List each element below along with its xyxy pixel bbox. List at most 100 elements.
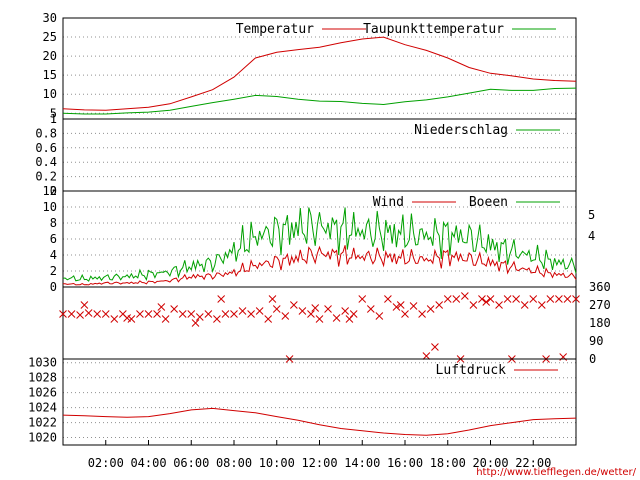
wind-direction-point: [431, 343, 439, 351]
wind-direction-point: [520, 301, 529, 309]
wind-direction-point: [418, 310, 426, 318]
wind-direction-point: [349, 310, 358, 318]
y-tick-label: 0.4: [35, 155, 57, 169]
wind-direction-point: [512, 295, 521, 303]
y-tick-label: 15: [43, 68, 57, 82]
wind-direction-point: [144, 310, 153, 318]
wind-direction-point: [230, 310, 238, 318]
x-tick-label: 12:00: [301, 456, 337, 470]
wind-direction-point: [443, 295, 452, 303]
wind-direction-point: [478, 295, 486, 303]
y-tick-label: 12: [43, 184, 57, 198]
y-tick-label: 0: [50, 280, 57, 294]
wind-direction-point: [272, 305, 281, 313]
wind-direction-point: [460, 292, 469, 300]
wind-direction-point: [217, 295, 226, 303]
wind-direction-point: [537, 301, 546, 309]
x-tick-label: 08:00: [216, 456, 252, 470]
wind-direction-point: [332, 314, 341, 322]
wind-direction-point: [170, 305, 179, 313]
wind-direction-point: [247, 310, 255, 318]
y-tick-label: 20: [43, 49, 57, 63]
x-tick-label: 02:00: [88, 456, 124, 470]
wind-direction-point: [110, 315, 119, 323]
x-tick-label: 14:00: [344, 456, 380, 470]
wind-direction-point: [341, 307, 350, 315]
wind-direction-point: [409, 302, 418, 310]
wind-direction-point: [469, 301, 478, 309]
wind-direction-point: [358, 295, 367, 303]
y-tick-label: 0.2: [35, 170, 57, 184]
wind-direction-point: [191, 319, 200, 327]
wind-direction-point: [311, 304, 320, 312]
legend-label: Temperatur: [236, 22, 314, 37]
wind-direction-point: [435, 301, 444, 309]
legend-label: Wind: [373, 195, 404, 210]
wind-direction-point: [221, 310, 230, 318]
wind-direction-point: [482, 298, 491, 306]
wind-direction-point: [396, 301, 405, 309]
wind-direction-point: [555, 295, 563, 303]
x-tick-label: 16:00: [387, 456, 423, 470]
wind-direction-point: [503, 295, 512, 303]
y-tick-label: 10: [43, 200, 57, 214]
x-tick-label: 18:00: [430, 456, 466, 470]
y-tick-label: 90: [589, 334, 603, 348]
wind-direction-point: [204, 310, 213, 318]
y-tick-label: 0: [50, 184, 57, 198]
pressure-frame: [62, 358, 577, 446]
y-tick-label: 30: [43, 11, 57, 25]
wind-direction-point: [315, 315, 324, 323]
wind-direction-point: [59, 310, 67, 318]
wind-direction-point: [486, 295, 495, 303]
wind-direction-point: [213, 315, 221, 323]
y-tick-label: 180: [589, 316, 611, 330]
y-tick-label: 1024: [28, 401, 57, 415]
wind-direction-point: [384, 295, 392, 303]
legend-label: Boeen: [469, 195, 508, 210]
wind-direction-point: [255, 307, 264, 315]
precipitation-panel: 00.20.40.60.81 Niederschlag: [35, 112, 577, 198]
wind-direction-point: [123, 314, 131, 322]
wind-direction-point: [80, 301, 89, 309]
wind_direction-frame: [62, 286, 577, 360]
series-line-temperatur: [62, 36, 577, 111]
wind-direction-point: [572, 295, 580, 303]
wind-direction-point: [452, 295, 461, 303]
wind-direction-point: [324, 305, 332, 313]
x-tick-label: 22:00: [515, 456, 551, 470]
legend-label: Taupunkttemperatur: [363, 22, 504, 37]
wind-direction-point: [392, 303, 401, 311]
wind-direction-point: [495, 301, 503, 309]
y-tick-label: 10: [43, 87, 57, 101]
wind-direction-point: [426, 305, 435, 313]
wind-direction-point: [161, 315, 170, 323]
wind-direction-point: [195, 313, 204, 321]
wind-direction-point: [529, 295, 538, 303]
series-line-taupunkttemperatur: [62, 87, 577, 115]
wind_direction-panel: 0 90 180 270 360: [59, 280, 611, 366]
series-line-wind: [63, 245, 577, 286]
wind-direction-point: [178, 310, 187, 318]
wind-direction-point: [281, 312, 290, 320]
y-tick-label: 0.8: [35, 126, 57, 140]
y-tick-label: 2: [50, 264, 57, 278]
y2-tick-label: 5: [588, 208, 595, 222]
y-tick-label: 0: [589, 352, 596, 366]
series-line-luftdruck: [62, 407, 577, 436]
wind-direction-point: [345, 315, 354, 323]
wind-direction-point: [136, 310, 144, 318]
wind-direction-point: [93, 310, 102, 318]
legend-label: Niederschlag: [414, 123, 508, 138]
x-tick-label: 06:00: [173, 456, 209, 470]
y-tick-label: 360: [589, 280, 611, 294]
wind-direction-point: [298, 307, 307, 315]
x-tick-label: 10:00: [259, 456, 295, 470]
wind-panel: 0 2 4 6 8 10 12 4 5 Wind Boeen: [43, 184, 596, 294]
y2-tick-label: 4: [588, 229, 595, 243]
wind-direction-point: [153, 310, 161, 318]
wind-direction-point: [375, 312, 384, 320]
series-line-boeen: [62, 207, 577, 282]
